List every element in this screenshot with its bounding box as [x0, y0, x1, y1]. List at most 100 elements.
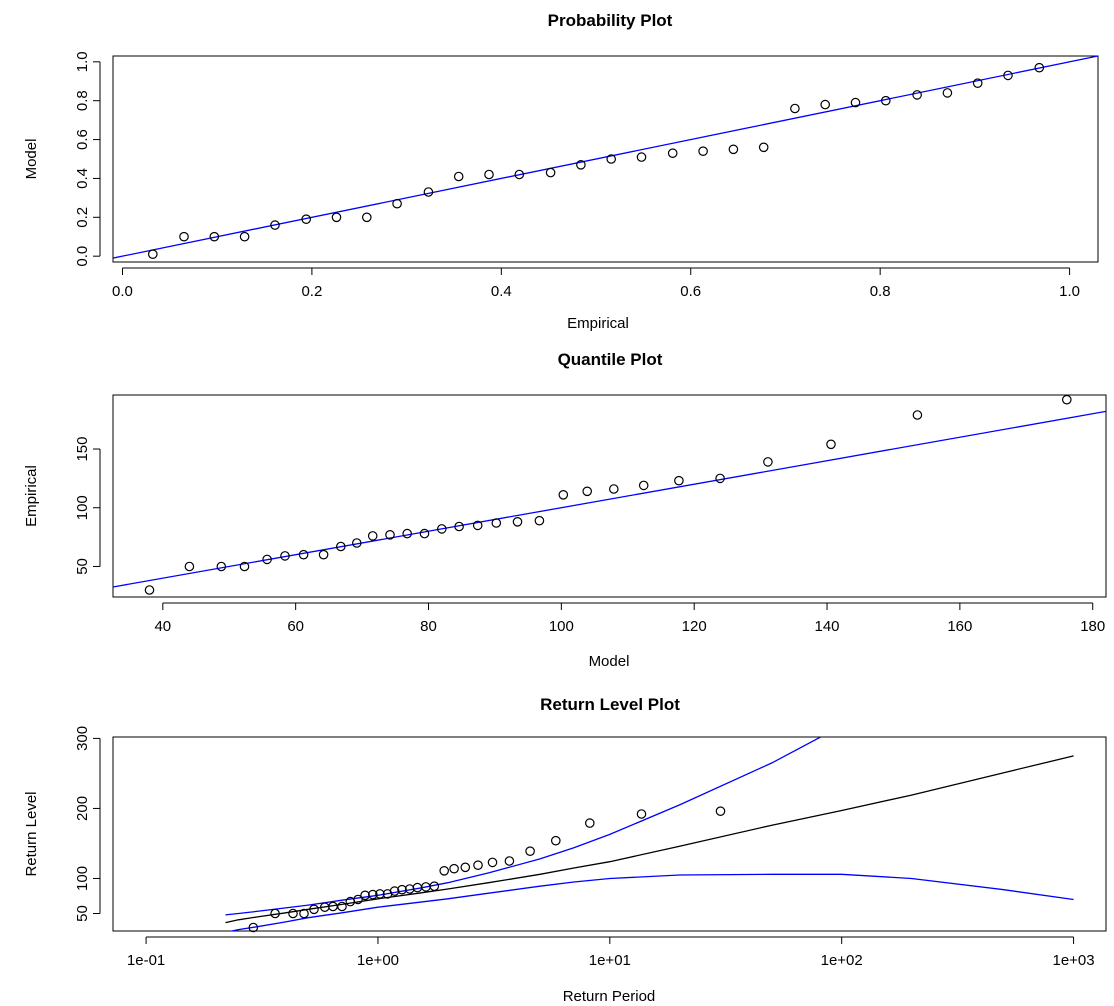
x-tick-label: 1e+02: [821, 952, 863, 969]
return-level-plot-xlabel: Return Period: [563, 988, 656, 1005]
probability-plot-ylabel: Model: [23, 139, 40, 180]
data-point: [309, 904, 319, 915]
data-point: [608, 484, 619, 494]
data-point: [715, 806, 726, 816]
data-point: [184, 561, 195, 572]
data-point: [674, 475, 684, 486]
y-tick-label: 0.6: [74, 129, 91, 150]
data-point: [351, 538, 362, 548]
data-point: [606, 154, 616, 164]
x-tick-label: 60: [287, 618, 304, 635]
x-tick-label: 1e+01: [589, 952, 631, 969]
x-tick-label: 0.6: [680, 283, 701, 300]
x-tick-label: 100: [549, 618, 574, 635]
data-point: [972, 78, 983, 88]
data-point: [280, 551, 290, 561]
data-point: [148, 249, 158, 259]
data-point: [460, 862, 471, 873]
data-point: [820, 99, 830, 110]
data-point: [487, 857, 498, 868]
y-tick-label: 150: [74, 437, 91, 462]
data-point: [728, 144, 739, 155]
data-point: [288, 908, 298, 919]
data-point: [397, 884, 407, 895]
return-level-plot-ylabel: Return Level: [23, 791, 40, 876]
data-point: [389, 886, 400, 896]
data-point: [491, 518, 502, 528]
data-point: [534, 515, 545, 526]
data-point: [582, 486, 592, 497]
probability-plot-reference-line: [113, 56, 1098, 259]
quantile-plot-reference-line: [113, 410, 1106, 588]
data-point: [698, 146, 708, 156]
data-point: [514, 169, 525, 180]
data-point: [367, 889, 378, 900]
data-point: [545, 167, 556, 178]
y-tick-label: 1.0: [74, 51, 91, 72]
estimate-curve: [225, 755, 1074, 924]
y-tick-label: 0.2: [74, 207, 91, 228]
x-tick-label: 0.0: [112, 283, 133, 300]
data-point: [826, 439, 836, 450]
data-point: [248, 922, 259, 933]
probability-plot-title: Probability Plot: [548, 11, 673, 30]
data-point: [636, 809, 647, 819]
data-point: [375, 889, 385, 899]
return-level-plot-frame: [112, 736, 1107, 932]
probability-plot-xlabel: Empirical: [567, 315, 629, 332]
probability-plot-panel: Probability Plot 0.0 0.2 0.4 0.6 0.8 1.0 0.00…: [23, 11, 1099, 332]
x-tick-label: 40: [154, 618, 171, 635]
data-point: [367, 531, 378, 541]
quantile-plot-xlabel: Model: [589, 653, 630, 670]
data-point: [758, 142, 769, 153]
data-point: [912, 410, 923, 420]
return-level-plot-title: Return Level Plot: [540, 695, 680, 714]
reference-line: [113, 56, 1098, 259]
data-point: [402, 528, 412, 539]
y-tick-label: 100: [74, 495, 91, 520]
quantile-plot-y-axis: 50 100 150: [74, 437, 101, 575]
data-point: [299, 908, 309, 919]
probability-plot-frame: [112, 55, 1099, 263]
data-point: [525, 846, 535, 856]
y-tick-label: 50: [74, 905, 91, 922]
data-point: [667, 148, 678, 158]
data-point: [763, 457, 773, 467]
data-point: [558, 489, 569, 500]
data-point: [337, 901, 347, 912]
data-point: [1034, 62, 1045, 73]
data-point: [328, 901, 338, 912]
quantile-plot-x-axis: 40 60 80 100 120 140 160 180: [154, 602, 1105, 635]
data-point: [942, 88, 953, 98]
return-level-plot-points: [248, 806, 726, 933]
data-point: [423, 187, 434, 197]
data-point: [1003, 70, 1013, 81]
x-tick-label: 1e+03: [1052, 952, 1094, 969]
data-point: [454, 521, 464, 532]
x-tick-label: 1e+00: [357, 952, 399, 969]
data-point: [179, 231, 189, 242]
x-tick-label: 120: [682, 618, 707, 635]
data-point: [216, 561, 227, 572]
probability-plot-points: [148, 62, 1045, 259]
x-tick-label: 0.8: [870, 283, 891, 300]
data-point: [331, 212, 342, 223]
data-point: [472, 520, 483, 531]
data-point: [353, 894, 363, 905]
data-point: [385, 529, 395, 540]
y-tick-label: 50: [74, 558, 91, 575]
y-tick-label: 200: [74, 796, 91, 821]
quantile-plot-panel: Quantile Plot 40 60 80 100 120 140 160 180 50 10…: [23, 350, 1107, 670]
data-point: [584, 818, 595, 828]
data-point: [419, 528, 430, 539]
lower-bound-curve: [228, 873, 1074, 931]
data-point: [715, 473, 725, 484]
data-point: [912, 90, 922, 100]
data-point: [270, 220, 280, 230]
return-level-plot-curves: [225, 737, 1074, 931]
x-tick-label: 160: [947, 618, 972, 635]
probability-plot-x-axis: 0.0 0.2 0.4 0.6 0.8 1.0: [112, 267, 1080, 300]
data-point: [576, 160, 586, 170]
quantile-plot-frame: [112, 394, 1107, 598]
data-point: [318, 549, 329, 560]
